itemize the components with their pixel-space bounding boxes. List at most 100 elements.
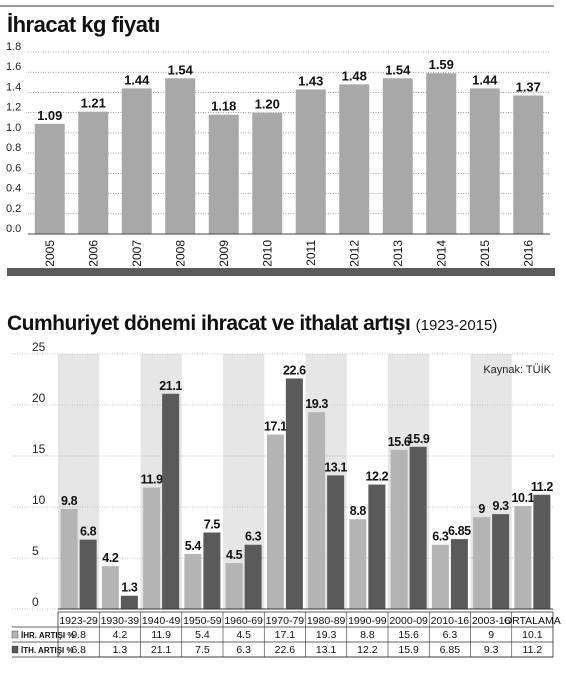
chart2-label-import: 12.2 (366, 470, 389, 484)
chart2-y-tick: 0 (32, 595, 39, 609)
chart2-table-cell: 10.1 (522, 629, 543, 641)
chart2-bar-import (203, 532, 221, 609)
chart2-bar-import (285, 378, 303, 609)
chart2-label-export: 6.3 (432, 530, 449, 544)
chart1-value-label: 1.37 (516, 79, 541, 94)
chart2-bar-import (327, 475, 345, 609)
chart2-legend-export: İHR. ARTIŞI % (21, 631, 74, 640)
chart2-table-cell: 6.85 (440, 644, 461, 656)
chart1-x-tick: 2010 (260, 240, 274, 267)
chart1-x-tick: 2012 (347, 240, 361, 267)
chart2-bar-export (225, 563, 243, 609)
chart1-y-tick: 1.2 (6, 102, 21, 114)
chart1-x-tick: 2007 (130, 240, 144, 267)
chart2-label-import: 6.8 (80, 525, 97, 539)
chart1-y-tick: 0.8 (6, 142, 21, 154)
chart2-table-cell: 9.8 (71, 629, 86, 641)
chart2-bar-import (409, 446, 427, 609)
chart2-table-cell: 22.6 (275, 644, 296, 656)
chart2-label-import: 13.1 (324, 460, 347, 474)
chart2-label-import: 21.1 (159, 379, 182, 393)
chart1-value-label: 1.44 (472, 72, 498, 87)
chart2-table-cell: 9 (488, 629, 494, 641)
chart2-label-import: 15.9 (407, 432, 430, 446)
chart1-x-tick: 2015 (478, 240, 492, 267)
chart2-table-cell: 6.3 (443, 629, 458, 641)
chart1-bar (34, 123, 65, 234)
chart2-label-export: 15.6 (388, 435, 411, 449)
chart1-value-label: 1.54 (385, 62, 411, 77)
chart2-table-cell: 17.1 (275, 629, 296, 641)
chart1-value-label: 1.18 (211, 99, 236, 114)
chart2-label-import: 6.85 (448, 524, 471, 538)
chart2-label-export: 4.5 (226, 548, 243, 562)
chart2-x-tick: 1990-99 (348, 615, 387, 627)
chart2-bar-import (120, 595, 138, 609)
chart1-bottom-bar (7, 268, 555, 276)
chart1-value-label: 1.48 (342, 68, 367, 83)
chart2-label-import: 7.5 (204, 518, 221, 532)
chart2-table-cell: 1.3 (113, 644, 128, 656)
chart1-value-label: 1.09 (37, 108, 62, 123)
chart2-table-cell: 4.2 (113, 629, 128, 641)
chart2-table-cell: 4.5 (236, 629, 251, 641)
chart2-label-export: 17.1 (264, 420, 287, 434)
chart2-bar-export (390, 449, 408, 609)
chart1-x-tick: 2009 (217, 240, 231, 267)
chart2-x-tick: 1923-29 (59, 615, 98, 627)
chart2-bar-export (60, 509, 78, 609)
chart2-label-import: 22.6 (283, 363, 306, 377)
chart1-value-label: 1.20 (255, 97, 280, 112)
chart1-bar (165, 78, 196, 235)
chart2-table-cell: 11.2 (523, 644, 543, 656)
chart1-y-tick: 0.2 (6, 203, 21, 215)
chart1-bar (208, 114, 239, 234)
chart2-title-wrap: Cumhuriyet dönemi ihracat ve ithalat art… (7, 312, 497, 336)
chart2-table-cell: 15.6 (398, 629, 419, 641)
chart1-x-tick: 2005 (43, 240, 57, 267)
chart2-title: Cumhuriyet dönemi ihracat ve ithalat art… (7, 312, 411, 335)
chart2-label-export: 5.4 (185, 539, 202, 553)
chart2-legend-swatch-import (11, 645, 19, 654)
chart2-table-cell: 12.2 (357, 644, 378, 656)
chart2-x-tick: 1960-69 (224, 615, 263, 627)
chart2-y-tick: 5 (32, 544, 39, 558)
chart1-value-label: 1.21 (81, 96, 106, 111)
chart1-y-tick: 1.0 (6, 122, 21, 134)
chart2-legend-import: İTH. ARTIŞI % (21, 646, 74, 655)
chart1-value-label: 1.54 (168, 62, 194, 77)
chart1-value-label: 1.43 (298, 73, 323, 88)
chart2-x-tick: 1980-89 (307, 615, 346, 627)
chart2-table-cell: 7.5 (195, 644, 210, 656)
chart2-bar-import (450, 539, 468, 609)
chart2-table-cell: 15.9 (398, 644, 419, 656)
chart2-table-cell: 19.3 (316, 629, 337, 641)
chart2-table-cell: 6.3 (236, 644, 251, 656)
chart1-bar (426, 73, 457, 234)
chart2-label-import: 6.3 (245, 530, 262, 544)
chart2-bar-import (79, 539, 97, 609)
chart1-y-tick: 1.8 (6, 41, 21, 53)
chart1-bar (295, 89, 326, 235)
chart2-y-tick: 25 (32, 340, 46, 354)
chart2-x-tick: 2003-16 (472, 615, 511, 627)
chart2-label-import: 9.3 (493, 499, 510, 513)
chart2-y-tick: 20 (32, 391, 46, 405)
chart1-y-tick: 1.6 (6, 61, 21, 73)
chart1-y-tick: 1.4 (6, 81, 21, 93)
chart2-label-export: 4.2 (102, 551, 119, 565)
chart2-label-export: 10.1 (512, 491, 535, 505)
chart2-label-import: 11.2 (531, 480, 553, 494)
chart2-table-cell: 8.8 (360, 629, 375, 641)
chart2-bar-import (492, 514, 510, 609)
chart2-bar-import (244, 544, 262, 609)
chart2-y-tick: 15 (32, 442, 46, 456)
chart2-bar-import (162, 393, 180, 609)
chart2-table-cell: 13.1 (316, 644, 337, 656)
chart1-bar (78, 111, 109, 234)
chart2-x-tick: 1930-39 (101, 615, 140, 627)
chart2-bar-export (514, 505, 532, 609)
chart1-x-tick: 2013 (391, 240, 405, 267)
chart2-x-tick: ORTALAMA (504, 615, 561, 627)
